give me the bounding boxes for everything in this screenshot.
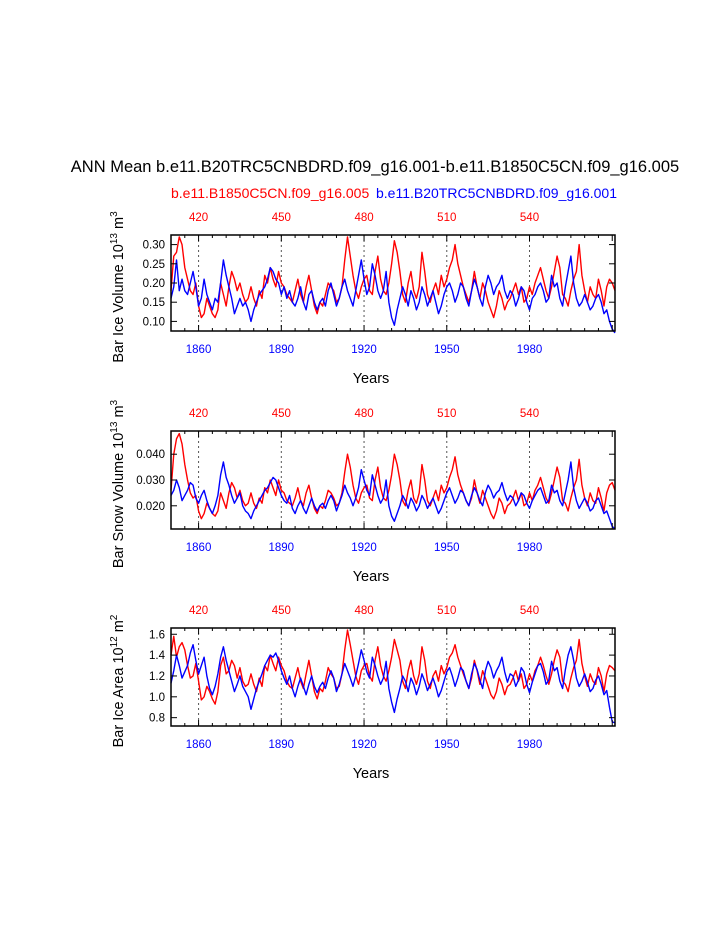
y-tick-label: 1.2	[149, 671, 165, 683]
y-axis-title-part: Bar Snow Volume 10	[111, 433, 127, 568]
top-tick-label: 420	[189, 408, 208, 420]
x-axis-title: Years	[353, 371, 390, 387]
series-blue-line	[170, 643, 616, 724]
top-tick-label: 450	[272, 212, 291, 224]
series-red-line	[170, 629, 616, 705]
top-tick-label: 480	[354, 212, 373, 224]
x-tick-label: 1980	[517, 344, 543, 356]
x-tick-label: 1920	[351, 542, 377, 554]
y-axis-title-part: m	[111, 217, 127, 233]
x-tick-label: 1950	[434, 542, 460, 554]
top-tick-label: 510	[437, 212, 456, 224]
x-tick-label: 1890	[269, 739, 295, 751]
top-tick-label: 540	[520, 212, 539, 224]
y-tick-label: 0.20	[143, 278, 165, 290]
top-tick-label: 510	[437, 605, 456, 617]
y-axis-title: Bar Ice Volume 1013 m3	[109, 211, 127, 363]
top-tick-label: 480	[354, 408, 373, 420]
y-tick-label: 1.4	[149, 650, 166, 662]
x-tick-label: 1980	[517, 739, 543, 751]
plot-frame	[170, 627, 616, 727]
y-tick-label: 0.30	[143, 240, 165, 252]
x-tick-label: 1950	[434, 344, 460, 356]
y-tick-label: 1.0	[149, 692, 165, 704]
y-tick-label: 0.030	[136, 475, 165, 487]
plot-frame	[170, 430, 616, 530]
panel-bar-ice-volume: 1860 1890 1920 1950 1980 420 450 480 510 540 0.30 0…	[109, 211, 616, 387]
x-tick-label: 1980	[517, 542, 543, 554]
x-tick-label: 1920	[351, 344, 377, 356]
top-tick-label: 540	[520, 605, 539, 617]
x-axis-title: Years	[353, 569, 390, 585]
series-red-line	[170, 432, 616, 520]
figure-title: ANN Mean b.e11.B20TRC5CNBDRD.f09_g16.001…	[71, 158, 679, 176]
x-tick-label: 1950	[434, 739, 460, 751]
y-tick-label: 0.040	[136, 449, 165, 461]
top-tick-label: 510	[437, 408, 456, 420]
panel-bar-ice-area: 1860 1890 1920 1950 1980 420 450 480 510 540 1.6 1.…	[109, 605, 616, 782]
y-axis-title: Bar Ice Area 1012 m2	[109, 614, 127, 747]
series-blue-line	[170, 255, 616, 334]
y-axis-title-superscript: 3	[109, 399, 120, 405]
y-tick-label: 0.25	[143, 259, 165, 271]
legend-red-label: b.e11.B1850C5CN.f09_g16.005	[171, 185, 369, 201]
top-tick-label: 480	[354, 605, 373, 617]
y-axis-title-superscript: 12	[109, 636, 120, 648]
y-tick-label: 0.8	[149, 713, 165, 725]
x-tick-label: 1890	[269, 344, 295, 356]
panel-bar-snow-volume: 1860 1890 1920 1950 1980 420 450 480 510 540 0.040…	[109, 399, 616, 585]
y-axis-title-part: Bar Ice Volume 10	[111, 244, 127, 363]
top-tick-label: 450	[272, 408, 291, 420]
y-tick-label: 0.15	[143, 297, 165, 309]
top-tick-label: 420	[189, 212, 208, 224]
y-tick-label: 0.10	[143, 316, 165, 328]
x-axis-title: Years	[353, 766, 390, 782]
x-tick-label: 1860	[186, 739, 212, 751]
legend-blue-label: b.e11.B20TRC5CNBDRD.f09_g16.001	[376, 185, 617, 201]
y-axis-title-superscript: 13	[109, 421, 120, 433]
top-tick-label: 540	[520, 408, 539, 420]
y-axis-title-superscript: 13	[109, 233, 120, 245]
series-red-line	[170, 236, 616, 319]
y-axis-title-superscript: 2	[109, 614, 120, 620]
x-tick-label: 1920	[351, 739, 377, 751]
y-tick-label: 0.020	[136, 501, 165, 513]
top-tick-label: 450	[272, 605, 291, 617]
y-axis-title-part: Bar Ice Area 10	[111, 647, 127, 747]
series-blue-line	[170, 461, 616, 530]
x-tick-label: 1860	[186, 344, 212, 356]
top-tick-label: 420	[189, 605, 208, 617]
x-tick-label: 1860	[186, 542, 212, 554]
x-tick-label: 1890	[269, 542, 295, 554]
y-axis-title: Bar Snow Volume 1013 m3	[109, 399, 127, 568]
y-tick-label: 1.6	[149, 629, 165, 641]
y-axis-title-part: m	[111, 405, 127, 421]
y-axis-title-part: m	[111, 620, 127, 636]
y-axis-title-superscript: 3	[109, 211, 120, 217]
